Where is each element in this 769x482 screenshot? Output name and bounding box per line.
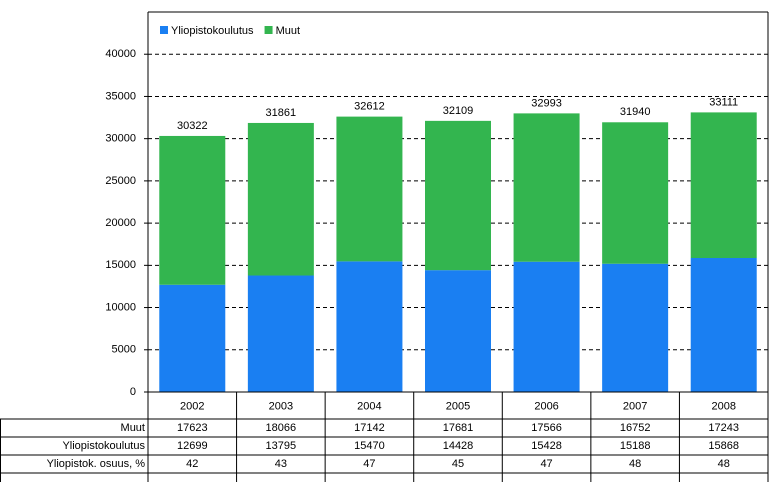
bar-segment — [690, 112, 757, 259]
total-label: 31861 — [266, 107, 297, 119]
table-cell: 15188 — [620, 440, 651, 452]
bar-segment — [247, 275, 314, 392]
x-tick-label: 2002 — [180, 400, 204, 412]
total-label: 32109 — [443, 105, 474, 117]
bar-segment — [425, 270, 491, 392]
y-tick-label: 40000 — [105, 48, 136, 60]
table-cell: 16752 — [620, 422, 651, 434]
table-cell: 12699 — [177, 440, 208, 452]
y-tick-label: 10000 — [105, 301, 136, 313]
total-label: 30322 — [177, 120, 208, 132]
table-cell: 48 — [629, 458, 641, 470]
table-cell: 17142 — [354, 422, 385, 434]
total-label: 32612 — [354, 101, 385, 113]
table-cell: 15470 — [354, 440, 385, 452]
table-cell: 17566 — [531, 422, 562, 434]
x-tick-label: 2005 — [446, 400, 470, 412]
bar-segment — [159, 135, 226, 285]
bar-segment — [513, 113, 580, 262]
y-tick-label: 20000 — [105, 217, 136, 229]
table-cell: 17623 — [177, 422, 208, 434]
x-tick-label: 2004 — [357, 400, 381, 412]
bar-segment — [690, 258, 757, 392]
row-label: Yliopistokoulutus — [62, 440, 145, 452]
y-tick-label: 5000 — [112, 344, 136, 356]
y-tick-label: 35000 — [105, 90, 136, 102]
total-label: 31940 — [620, 106, 651, 118]
x-tick-label: 2006 — [534, 400, 558, 412]
bar-segment — [247, 122, 314, 276]
bar-segment — [336, 116, 403, 262]
legend-label: Muut — [276, 25, 300, 37]
bar-segment — [602, 122, 669, 264]
x-tick-label: 2003 — [269, 400, 293, 412]
table-cell: 17681 — [443, 422, 474, 434]
table-cell: 18066 — [266, 422, 297, 434]
y-tick-label: 15000 — [105, 259, 136, 271]
bar-segment — [602, 263, 669, 392]
total-label: 33111 — [709, 96, 738, 108]
table-cell: 43 — [275, 458, 287, 470]
y-tick-label: 30000 — [105, 133, 136, 145]
table-cell: 15428 — [531, 440, 562, 452]
table-cell: 15868 — [708, 440, 739, 452]
row-label: Muut — [121, 422, 145, 434]
bar-segment — [159, 284, 226, 392]
table-cell: 47 — [540, 458, 552, 470]
table-cell: 14428 — [443, 440, 474, 452]
table-cell: 17243 — [708, 422, 739, 434]
bar-segment — [336, 261, 403, 392]
table-cell: 45 — [452, 458, 464, 470]
row-label: Yliopistok. osuus, % — [47, 458, 146, 470]
x-tick-label: 2007 — [623, 400, 647, 412]
y-tick-label: 25000 — [105, 175, 136, 187]
legend-label: Yliopistokoulutus — [171, 25, 254, 37]
total-label: 32993 — [531, 97, 562, 109]
bar-segment — [513, 261, 580, 392]
table-cell: 47 — [363, 458, 375, 470]
legend-swatch — [264, 26, 273, 34]
bar-segment — [425, 120, 491, 271]
legend-swatch — [160, 26, 168, 34]
table-cell: 48 — [718, 458, 730, 470]
x-tick-label: 2008 — [711, 400, 735, 412]
y-tick-label: 0 — [130, 386, 136, 398]
table-cell: 13795 — [266, 440, 297, 452]
table-cell: 42 — [186, 458, 198, 470]
